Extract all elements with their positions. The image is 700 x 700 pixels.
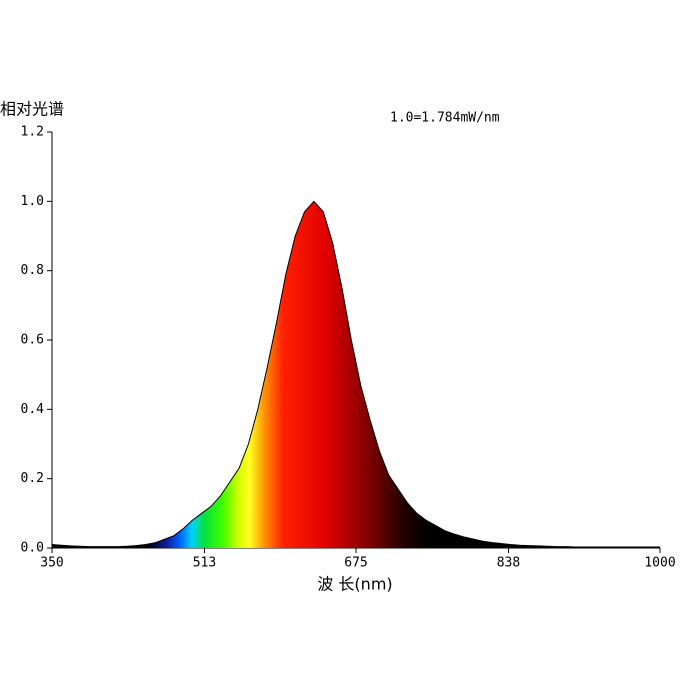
x-tick-label: 838 <box>497 556 520 571</box>
y-tick-label: 0.6 <box>21 333 44 348</box>
annotation: 1.0=1.784mW/nm <box>390 111 500 126</box>
spectrum-line <box>51 200 660 548</box>
spectrum-area <box>52 201 660 548</box>
y-tick-label: 0.0 <box>21 541 44 556</box>
y-tick-label: 0.2 <box>21 471 44 486</box>
x-tick-label: 675 <box>344 556 367 571</box>
x-tick-label: 513 <box>193 556 216 571</box>
x-axis-label: 波 长(nm) <box>317 575 392 594</box>
x-tick-label: 1000 <box>644 556 675 571</box>
y-axis-label: 相对光谱 <box>0 100 64 119</box>
y-tick-label: 0.4 <box>21 402 45 417</box>
x-tick-label: 350 <box>40 556 63 571</box>
y-tick-label: 0.8 <box>21 263 44 278</box>
y-tick-label: 1.0 <box>21 194 44 209</box>
y-tick-label: 1.2 <box>21 125 44 140</box>
